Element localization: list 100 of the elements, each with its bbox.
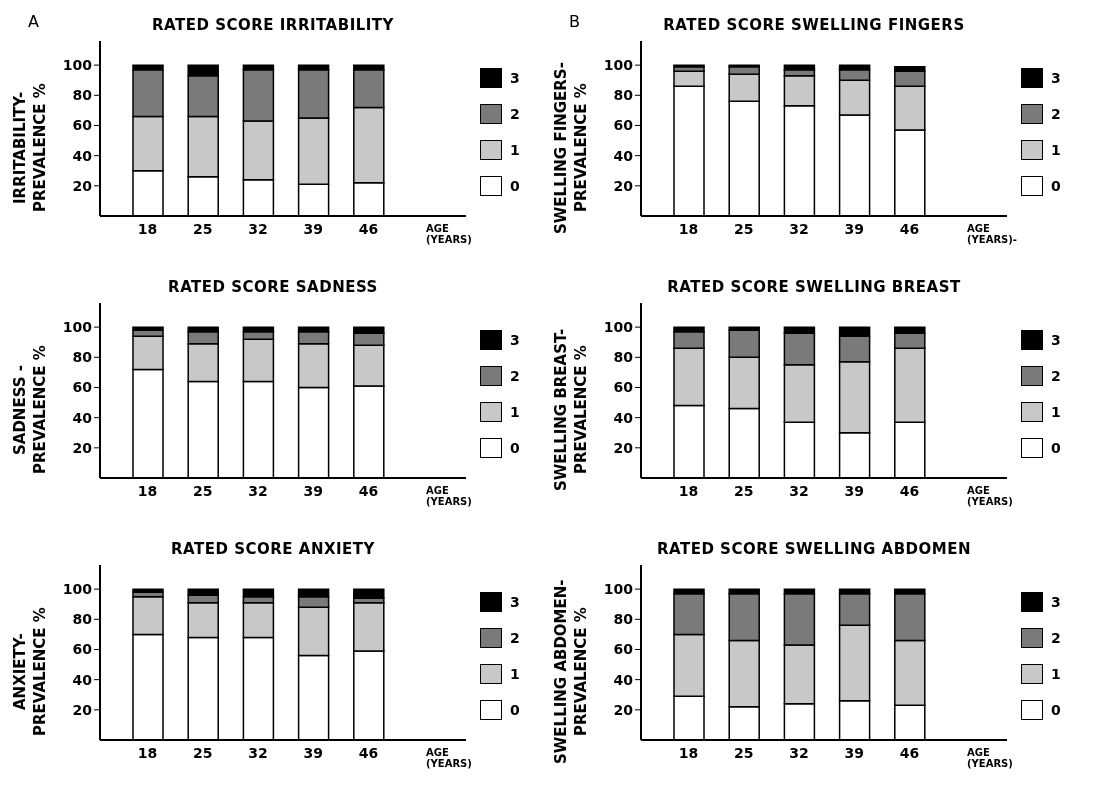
x-tick-label: 18	[678, 220, 699, 237]
x-tick-label: 25	[734, 744, 754, 761]
y-tick-label: 80	[72, 349, 93, 366]
x-axis-title: AGE (YEARS)	[426, 223, 472, 245]
x-tick-label: 32	[248, 482, 268, 499]
x-tick-label: 32	[789, 482, 809, 499]
x-axis-title: AGE (YEARS)-	[967, 223, 1018, 245]
x-tick-label: 32	[248, 220, 268, 237]
y-tick-label: 80	[613, 87, 634, 104]
y-tick-label: 80	[613, 611, 634, 628]
y-axis-title: ANXIETY- PREVALENCE %	[10, 606, 50, 739]
y-tick-label: 80	[72, 611, 93, 628]
x-tick-label: 46	[899, 220, 920, 237]
legend-label: 0	[1051, 702, 1061, 718]
legend-label: 3	[510, 70, 520, 86]
chart-title: RATED SCORE SADNESS	[167, 278, 379, 296]
x-tick-label: 39	[844, 220, 864, 237]
y-tick-label: 60	[72, 117, 93, 134]
x-axis-title: AGE (YEARS)	[426, 747, 472, 769]
y-tick-label: 40	[613, 147, 634, 164]
x-tick-label: 39	[303, 744, 323, 761]
legend-label: 2	[1051, 106, 1061, 122]
chart-title: RATED SCORE IRRITABILITY	[151, 16, 395, 34]
legend-label: 3	[1051, 70, 1061, 86]
x-tick-label: 18	[678, 482, 699, 499]
chart-title: RATED SCORE SWELLING BREAST	[666, 278, 962, 296]
y-tick-label: 40	[72, 147, 93, 164]
y-tick-label: 100	[62, 319, 93, 336]
x-tick-label: 39	[844, 482, 864, 499]
x-tick-label: 25	[193, 744, 213, 761]
bar	[132, 588, 164, 593]
y-tick-label: 20	[613, 439, 634, 456]
x-axis-title: AGE (YEARS)	[967, 747, 1013, 769]
y-tick-label: 20	[72, 701, 93, 718]
x-tick-label: 32	[248, 744, 268, 761]
legend-label: 3	[510, 332, 520, 348]
text: B	[569, 12, 580, 31]
x-tick-label: 18	[678, 744, 699, 761]
legend-label: 0	[510, 702, 520, 718]
chart-title: RATED SCORE SWELLING FINGERS	[662, 16, 966, 34]
legend-label: 3	[510, 594, 520, 610]
legend-label: 1	[510, 142, 520, 158]
y-tick-label: 60	[613, 117, 634, 134]
y-tick-label: 60	[613, 379, 634, 396]
y-tick-label: 100	[603, 319, 634, 336]
y-tick-label: 40	[613, 409, 634, 426]
y-tick-label: 80	[72, 87, 93, 104]
y-axis-title: SWELLING ABDOMEN- PREVALENCE %	[551, 578, 591, 767]
legend-label: 0	[510, 440, 520, 456]
y-tick-label: 60	[613, 641, 634, 658]
x-tick-label: 25	[193, 220, 213, 237]
y-tick-label: 20	[613, 701, 634, 718]
chart-title: RATED SCORE ANXIETY	[170, 540, 376, 558]
y-axis-title: SWELLING FINGERS- PREVALENCE %	[551, 61, 591, 236]
x-tick-label: 46	[899, 482, 920, 499]
y-tick-label: 60	[72, 641, 93, 658]
y-tick-label: 100	[62, 581, 93, 598]
y-tick-label: 80	[613, 349, 634, 366]
legend-label: 0	[1051, 178, 1061, 194]
x-tick-label: 25	[193, 482, 213, 499]
x-tick-label: 25	[734, 220, 754, 237]
y-tick-label: 40	[613, 671, 634, 688]
x-tick-label: 46	[358, 482, 379, 499]
y-axis-title: IRRITABILITY- PREVALENCE %	[10, 82, 50, 215]
legend-label: 3	[1051, 594, 1061, 610]
y-tick-label: 20	[613, 177, 634, 194]
legend-label: 1	[510, 404, 520, 420]
y-tick-label: 60	[72, 379, 93, 396]
x-tick-label: 18	[137, 482, 158, 499]
y-axis-title: SWELLING BREAST- PREVALENCE %	[551, 327, 591, 494]
y-tick-label: 100	[603, 57, 634, 74]
legend-label: 0	[1051, 440, 1061, 456]
x-axis-title: AGE (YEARS)	[967, 485, 1013, 507]
x-tick-label: 39	[303, 482, 323, 499]
x-tick-label: 39	[303, 220, 323, 237]
x-tick-label: 18	[137, 744, 158, 761]
y-tick-label: 40	[72, 409, 93, 426]
x-tick-label: 46	[899, 744, 920, 761]
legend-label: 1	[1051, 142, 1061, 158]
legend-label: 2	[1051, 368, 1061, 384]
x-tick-label: 32	[789, 744, 809, 761]
x-tick-label: 46	[358, 744, 379, 761]
legend-label: 0	[510, 178, 520, 194]
y-tick-label: 40	[72, 671, 93, 688]
x-axis-title: AGE (YEARS)	[426, 485, 472, 507]
legend-label: 1	[1051, 404, 1061, 420]
text: A	[28, 12, 39, 31]
legend-label: 1	[510, 666, 520, 682]
y-axis-title: SADNESS - PREVALENCE %	[10, 344, 50, 477]
legend-label: 2	[510, 368, 520, 384]
x-tick-label: 32	[789, 220, 809, 237]
x-tick-label: 39	[844, 744, 864, 761]
bar	[353, 588, 385, 599]
legend-label: 1	[1051, 666, 1061, 682]
x-tick-label: 18	[137, 220, 158, 237]
y-tick-label: 100	[62, 57, 93, 74]
x-tick-label: 46	[358, 220, 379, 237]
legend-label: 2	[510, 630, 520, 646]
y-tick-label: 100	[603, 581, 634, 598]
legend-label: 2	[510, 106, 520, 122]
